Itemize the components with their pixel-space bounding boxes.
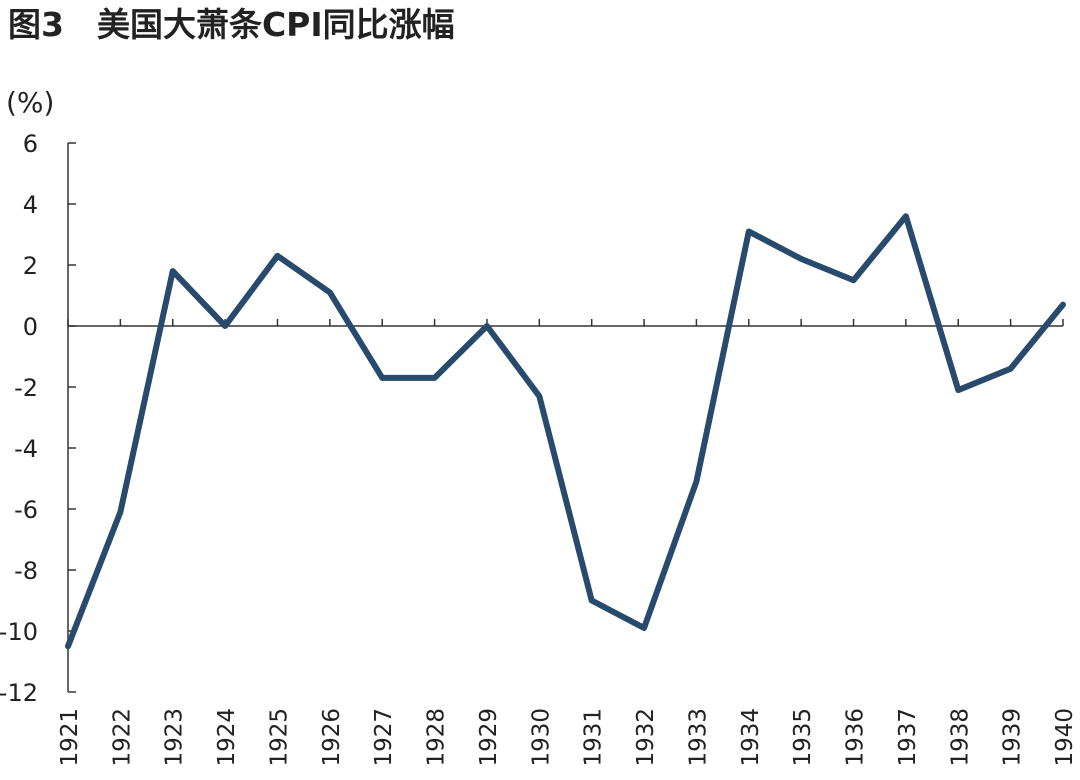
x-tick-label: 1933 [685,708,711,767]
x-tick-label: 1928 [424,708,450,767]
x-tick-label: 1935 [790,708,816,767]
y-tick-label: -2 [14,374,38,402]
x-tick-label: 1926 [319,708,345,767]
x-tick-label: 1939 [1000,708,1026,767]
x-tick-label: 1934 [738,708,764,767]
x-tick-label: 1932 [633,708,659,767]
y-tick-label: -12 [0,679,38,707]
y-tick-label: 6 [23,130,38,158]
data-line [65,213,1066,650]
x-tick-label: 1929 [476,708,502,767]
y-tick-label: -6 [14,496,38,524]
y-tick-label: -10 [0,618,38,646]
y-tick-label: 4 [23,191,38,219]
x-tick-label: 1923 [162,708,188,767]
x-tick-label: 1924 [214,708,240,767]
x-tick-label: 1931 [581,708,607,767]
x-tick-label: 1936 [843,708,869,767]
y-tick-label: 0 [23,313,38,341]
x-tick-label: 1922 [109,708,135,767]
x-tick-label: 1940 [1052,708,1078,767]
x-tick-label: 1921 [57,708,83,767]
chart-title: 图3 美国大萧条CPI同比涨幅 [8,5,455,44]
x-tick-label: 1930 [528,708,554,767]
y-tick-label: -4 [14,435,38,463]
y-tick-label: -8 [14,557,38,585]
x-tick-label: 1927 [371,708,397,767]
x-tick-label: 1938 [947,708,973,767]
y-axis-label: (%) [6,86,54,119]
x-tick-label: 1925 [266,708,292,767]
y-tick-label: 2 [23,252,38,280]
x-tick-label: 1937 [895,708,921,767]
